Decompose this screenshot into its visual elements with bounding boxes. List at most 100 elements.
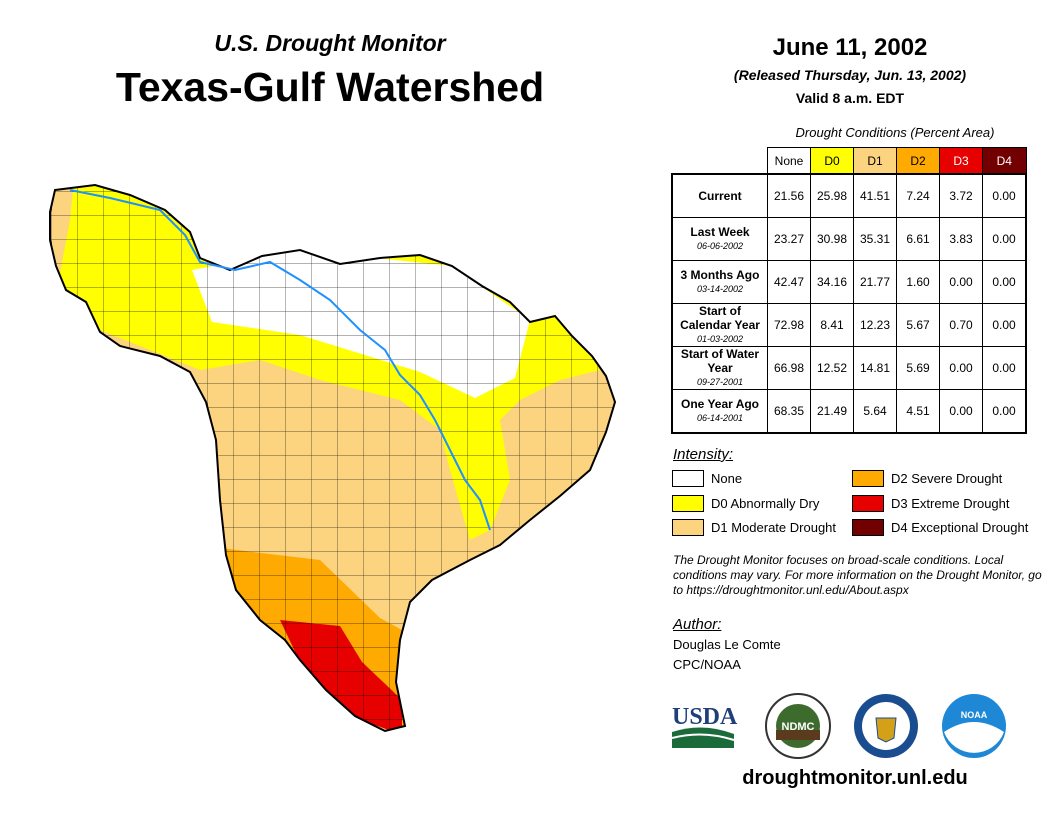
row-label: Start of Water Year 09-27-2001 bbox=[671, 346, 768, 390]
table-row: Last Week 06-06-2002 23.27 30.98 35.31 6.61 3.… bbox=[671, 217, 1027, 261]
row-label-text: Current bbox=[698, 189, 742, 203]
table-cell: 14.81 bbox=[853, 346, 897, 390]
legend-none: None bbox=[672, 470, 742, 487]
table-row: One Year Ago 06-14-2001 68.35 21.49 5.64 4.51… bbox=[671, 389, 1027, 434]
legend-swatch bbox=[852, 519, 884, 536]
legend-label: D2 Severe Drought bbox=[891, 471, 1003, 486]
legend-label: None bbox=[711, 471, 743, 486]
row-date: 01-03-2002 bbox=[696, 334, 744, 344]
table-cell: 0.00 bbox=[939, 260, 983, 304]
table-cell: 0.70 bbox=[939, 303, 983, 347]
map-subtitle: U.S. Drought Monitor bbox=[214, 30, 446, 56]
drought-conditions-table: None D0 D1 D2 D3 D4 Current 21.56 25.98 41.… bbox=[671, 147, 1027, 434]
legend-swatch bbox=[852, 495, 884, 512]
row-date: 03-14-2002 bbox=[696, 284, 744, 294]
author-name: Douglas Le Comte bbox=[673, 637, 781, 652]
usda-logo: USDA bbox=[671, 704, 738, 748]
map-title: Texas-Gulf Watershed bbox=[115, 64, 545, 110]
table-cell: 0.00 bbox=[982, 217, 1027, 261]
legend-title: Intensity: bbox=[673, 446, 734, 463]
legend-label: D1 Moderate Drought bbox=[711, 520, 837, 535]
row-label: Current bbox=[671, 173, 768, 218]
table-cell: 5.69 bbox=[896, 346, 940, 390]
row-label: One Year Ago 06-14-2001 bbox=[671, 389, 768, 434]
row-label: Last Week 06-06-2002 bbox=[671, 217, 768, 261]
legend-label: D0 Abnormally Dry bbox=[711, 496, 820, 511]
legend-d2: D2 Severe Drought bbox=[852, 470, 1002, 487]
row-date: 06-14-2001 bbox=[696, 413, 744, 423]
table-cell: 34.16 bbox=[810, 260, 854, 304]
disclaimer-note: The Drought Monitor focuses on broad-sca… bbox=[673, 553, 1042, 597]
table-cell: 12.52 bbox=[810, 346, 854, 390]
release-date: (Released Thursday, Jun. 13, 2002) bbox=[733, 67, 967, 83]
col-d3: D3 bbox=[939, 147, 983, 175]
row-label-text: Start of Calendar Year bbox=[680, 304, 760, 332]
row-label: 3 Months Ago 03-14-2002 bbox=[671, 260, 768, 304]
svg-text:USDA: USDA bbox=[672, 704, 738, 730]
table-row: 3 Months Ago 03-14-2002 42.47 34.16 21.77 1.6… bbox=[671, 260, 1027, 304]
table-cell: 0.00 bbox=[982, 346, 1027, 390]
table-cell: 72.98 bbox=[767, 303, 811, 347]
table-row: Start of Calendar Year 01-03-2002 72.98 8.4… bbox=[671, 303, 1027, 347]
col-d1: D1 bbox=[853, 147, 897, 175]
row-label-text: Start of Water Year bbox=[680, 347, 760, 375]
table-cell: 21.56 bbox=[767, 173, 811, 218]
table-cell: 0.00 bbox=[939, 389, 983, 434]
website-url[interactable]: droughtmonitor.unl.edu bbox=[742, 767, 968, 789]
table-cell: 30.98 bbox=[810, 217, 854, 261]
table-caption: Drought Conditions (Percent Area) bbox=[795, 125, 995, 140]
table-cell: 7.24 bbox=[896, 173, 940, 218]
table-cell: 42.47 bbox=[767, 260, 811, 304]
row-label-text: 3 Months Ago bbox=[680, 268, 760, 282]
valid-time: Valid 8 a.m. EDT bbox=[795, 90, 905, 106]
table-cell: 12.23 bbox=[853, 303, 897, 347]
legend-swatch bbox=[672, 470, 704, 487]
table-cell: 4.51 bbox=[896, 389, 940, 434]
county-lines bbox=[50, 185, 615, 731]
watershed-map bbox=[49, 184, 616, 732]
row-label-text: Last Week bbox=[690, 225, 750, 239]
river bbox=[69, 189, 491, 531]
col-none: None bbox=[767, 147, 811, 175]
legend-d0: D0 Abnormally Dry bbox=[672, 495, 819, 512]
table-cell: 3.72 bbox=[939, 173, 983, 218]
table-row: Start of Water Year 09-27-2001 66.98 12.52 1… bbox=[671, 346, 1027, 390]
partner-logos: USDA NDMC NOAA bbox=[671, 693, 1006, 759]
legend-label: D3 Extreme Drought bbox=[891, 496, 1010, 511]
row-date: 09-27-2001 bbox=[696, 377, 744, 387]
legend-swatch bbox=[672, 519, 704, 536]
commerce-logo bbox=[854, 694, 918, 758]
table-cell: 68.35 bbox=[767, 389, 811, 434]
legend-d4: D4 Exceptional Drought bbox=[852, 519, 1028, 536]
author-label: Author: bbox=[673, 616, 722, 633]
legend-d1: D1 Moderate Drought bbox=[672, 519, 836, 536]
table-cell: 8.41 bbox=[810, 303, 854, 347]
legend-swatch bbox=[852, 470, 884, 487]
table-cell: 21.49 bbox=[810, 389, 854, 434]
table-cell: 3.83 bbox=[939, 217, 983, 261]
table-cell: 66.98 bbox=[767, 346, 811, 390]
table-cell: 0.00 bbox=[982, 303, 1027, 347]
table-cell: 41.51 bbox=[853, 173, 897, 218]
legend-swatch bbox=[672, 495, 704, 512]
legend-d3: D3 Extreme Drought bbox=[852, 495, 1010, 512]
ndmc-logo: NDMC bbox=[765, 693, 831, 759]
row-label: Start of Calendar Year 01-03-2002 bbox=[671, 303, 768, 347]
legend-label: D4 Exceptional Drought bbox=[891, 520, 1029, 535]
svg-text:NDMC: NDMC bbox=[782, 721, 815, 733]
noaa-logo: NOAA bbox=[942, 694, 1006, 758]
table-cell: 25.98 bbox=[810, 173, 854, 218]
table-cell: 5.67 bbox=[896, 303, 940, 347]
table-cell: 5.64 bbox=[853, 389, 897, 434]
table-row: Current 21.56 25.98 41.51 7.24 3.72 0.00 bbox=[671, 173, 1027, 218]
row-date: 06-06-2002 bbox=[696, 241, 744, 251]
col-d4: D4 bbox=[982, 147, 1027, 175]
table-cell: 6.61 bbox=[896, 217, 940, 261]
table-cell: 35.31 bbox=[853, 217, 897, 261]
author-org: CPC/NOAA bbox=[673, 657, 741, 672]
table-cell: 0.00 bbox=[982, 173, 1027, 218]
map-date: June 11, 2002 bbox=[772, 34, 928, 61]
table-cell: 0.00 bbox=[939, 346, 983, 390]
table-cell: 23.27 bbox=[767, 217, 811, 261]
